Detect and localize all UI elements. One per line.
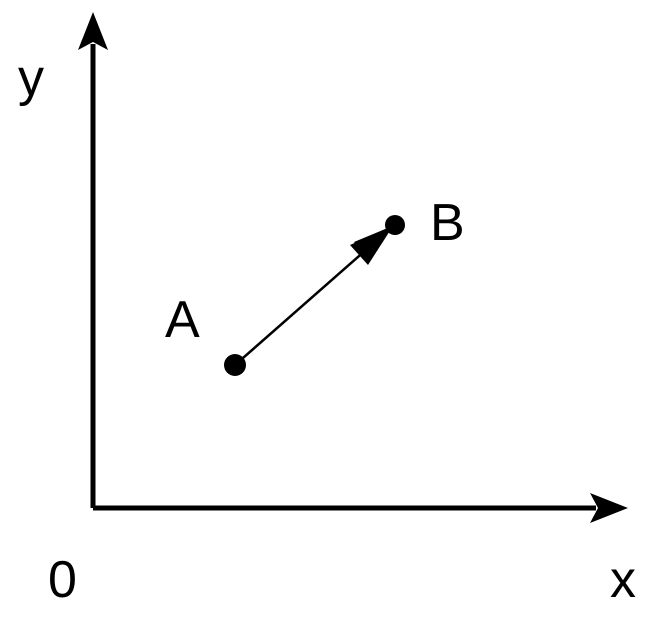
point-b-label: B (430, 193, 465, 253)
x-axis-label: x (610, 550, 636, 610)
origin-label: 0 (48, 550, 77, 610)
diagram-svg (0, 0, 662, 615)
point-a-label: A (165, 290, 200, 350)
vector-ab-line (235, 242, 375, 365)
vector-diagram: y x 0 A B (0, 0, 662, 615)
y-axis-label: y (18, 48, 44, 108)
point-b (385, 215, 405, 235)
point-a (224, 354, 246, 376)
